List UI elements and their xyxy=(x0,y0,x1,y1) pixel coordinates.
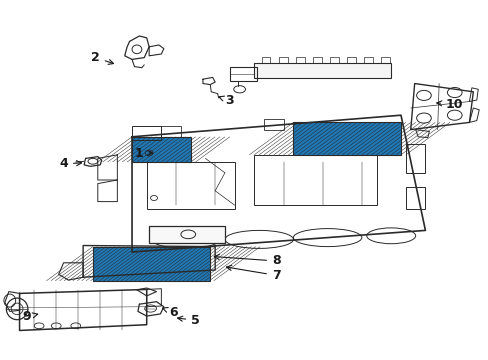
Bar xyxy=(254,63,390,78)
Bar xyxy=(93,247,210,281)
Text: 1: 1 xyxy=(135,147,152,159)
Text: 5: 5 xyxy=(177,314,200,327)
Text: 7: 7 xyxy=(226,265,280,282)
Text: 9: 9 xyxy=(22,310,38,323)
Bar xyxy=(229,67,256,81)
Bar xyxy=(405,187,425,209)
Bar xyxy=(261,57,270,63)
Bar xyxy=(254,155,376,205)
Bar xyxy=(149,226,224,243)
Text: 8: 8 xyxy=(214,255,280,267)
Bar xyxy=(381,57,389,63)
Bar xyxy=(346,57,355,63)
Text: 2: 2 xyxy=(91,51,113,64)
Bar xyxy=(161,126,181,137)
Bar xyxy=(264,119,283,130)
Bar xyxy=(132,126,161,140)
Text: 4: 4 xyxy=(59,157,81,170)
Bar xyxy=(295,57,304,63)
Text: 3: 3 xyxy=(219,94,234,107)
Bar xyxy=(132,137,190,162)
Bar xyxy=(329,57,338,63)
Bar xyxy=(278,57,287,63)
Bar xyxy=(364,57,372,63)
Bar xyxy=(293,122,400,155)
Text: 10: 10 xyxy=(436,98,463,111)
Bar xyxy=(146,162,234,209)
Bar xyxy=(132,137,190,162)
Bar xyxy=(405,144,425,173)
Text: 6: 6 xyxy=(163,306,178,319)
Bar xyxy=(93,247,210,281)
Bar xyxy=(293,122,400,155)
Bar xyxy=(312,57,321,63)
